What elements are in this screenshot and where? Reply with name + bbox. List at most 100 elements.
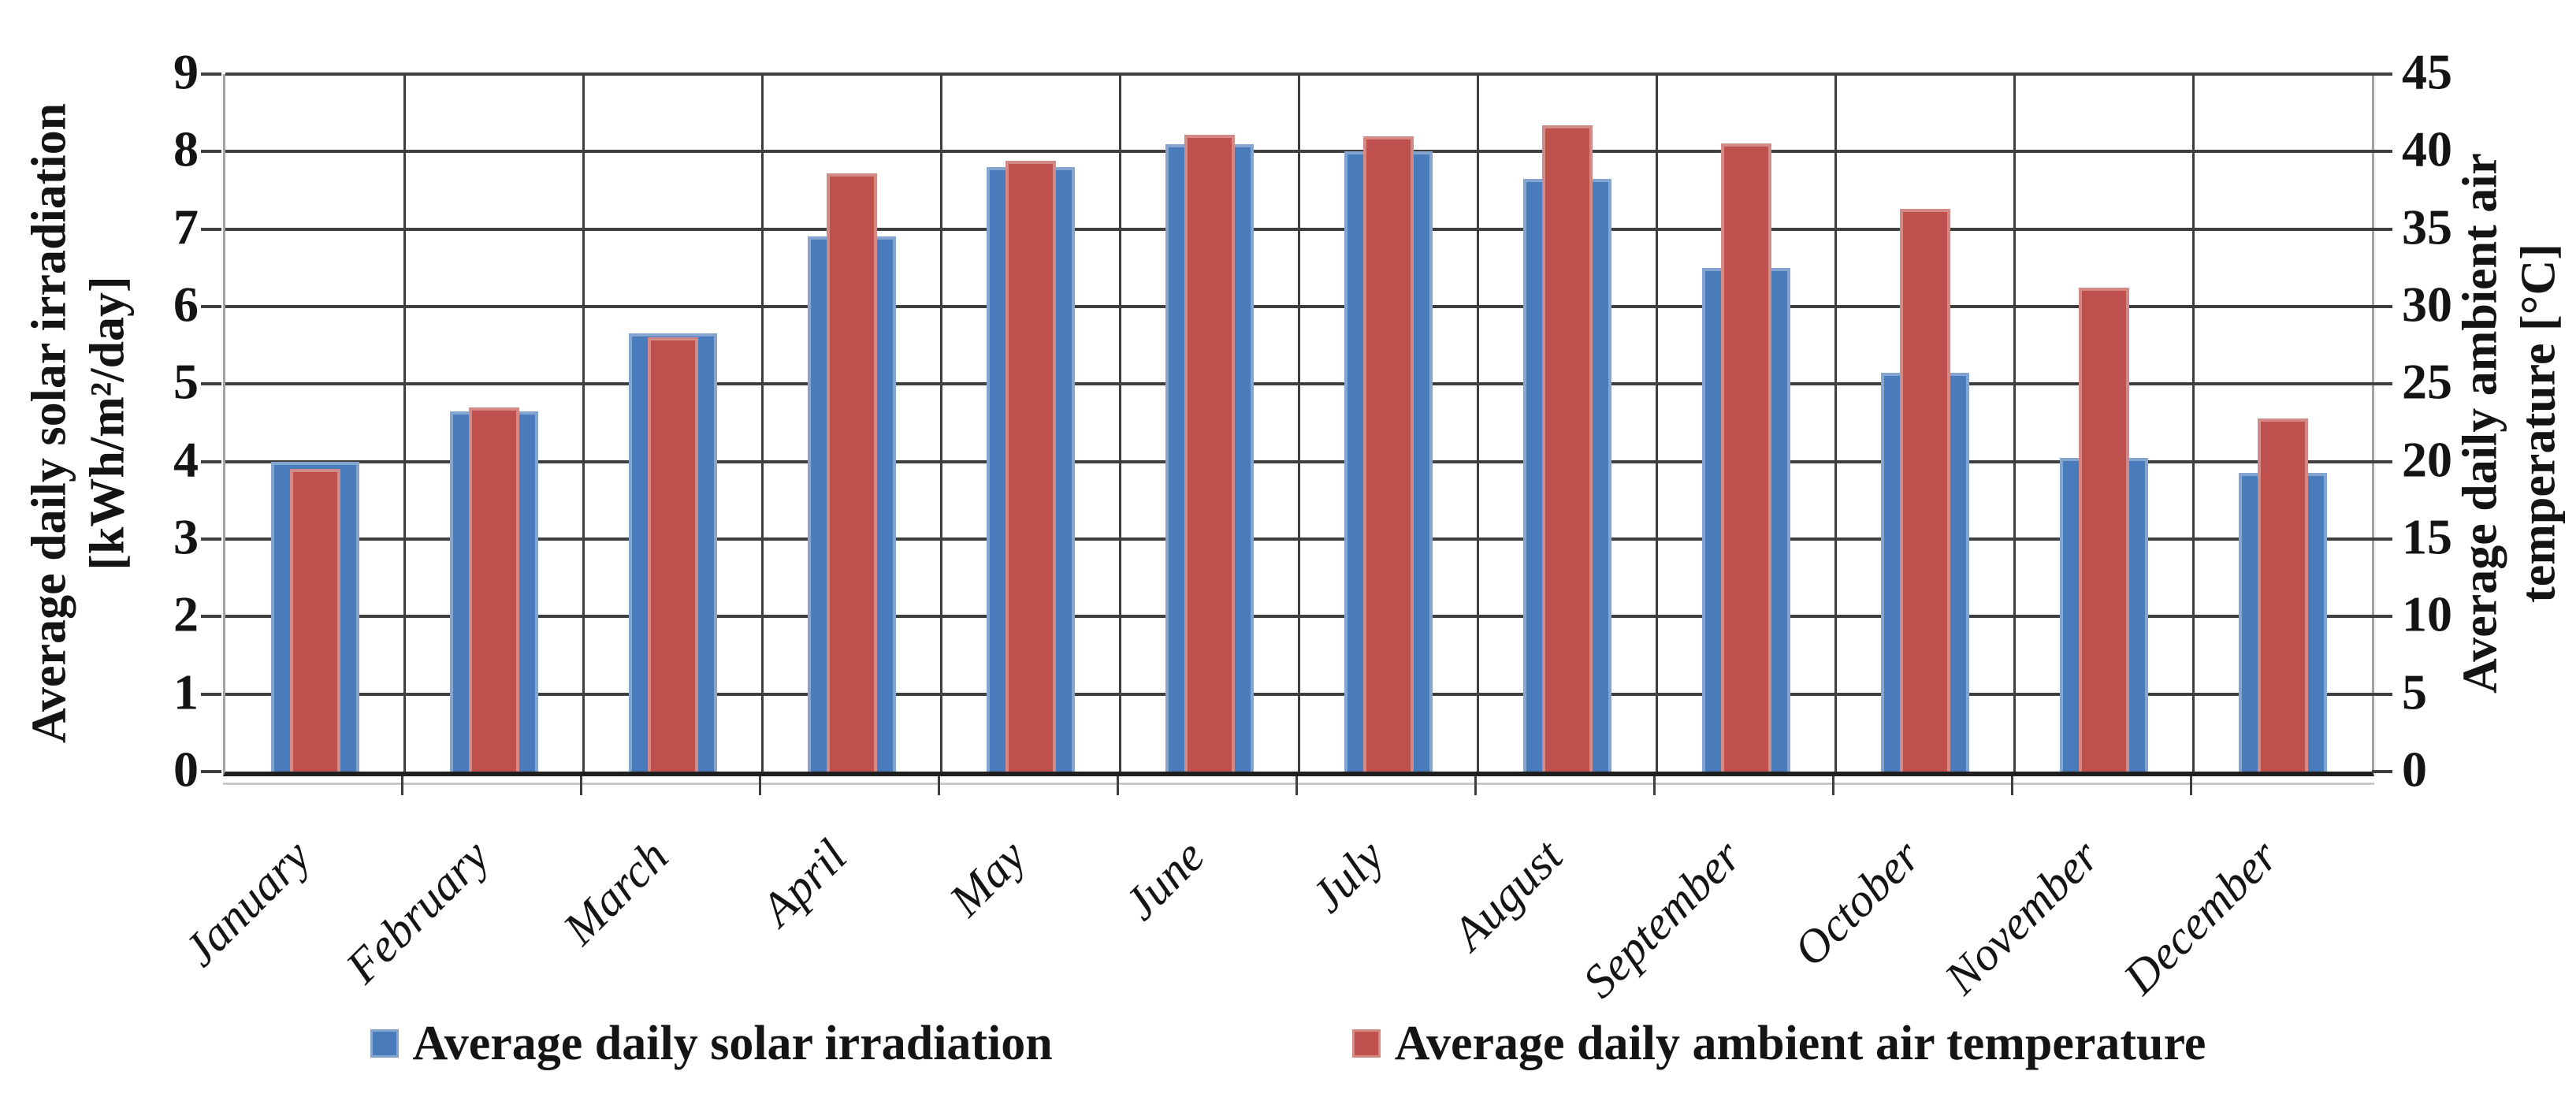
bar-temperature-december — [2257, 418, 2308, 772]
right-axis-tick — [2372, 459, 2392, 463]
right-axis-tick-label: 45 — [2402, 43, 2452, 100]
left-axis-tick — [201, 305, 221, 308]
bar-temperature-may — [1005, 161, 1056, 772]
right-axis-tick — [2372, 73, 2392, 76]
legend-label-solar: Average daily solar irradiation — [412, 1017, 1053, 1070]
x-axis-label-november: November — [1935, 829, 2109, 1004]
v-gridline — [1655, 74, 1658, 772]
right-axis-tick — [2372, 615, 2392, 619]
x-axis-label-august: August — [1442, 829, 1573, 960]
bar-temperature-july — [1362, 136, 1414, 772]
left-axis-tick-label: 5 — [173, 353, 199, 410]
v-gridline — [1834, 74, 1837, 772]
left-axis-tick-label: 8 — [173, 121, 199, 177]
right-axis-tick-label: 25 — [2402, 353, 2452, 410]
x-axis-label-december: December — [2113, 829, 2288, 1004]
v-gridline — [939, 74, 942, 772]
right-axis-title: Average daily ambient air temperature [°… — [2451, 0, 2569, 896]
x-axis-label-january: January — [173, 829, 321, 976]
left-axis-tick — [201, 382, 221, 386]
x-axis-label-september: September — [1573, 829, 1752, 1008]
x-axis-label-march: March — [552, 829, 678, 955]
x-axis-tick — [1652, 776, 1656, 795]
x-axis-tick — [2189, 776, 2192, 795]
x-axis-tick — [1295, 776, 1298, 795]
v-gridline — [1476, 74, 1479, 772]
left-axis-tick — [201, 227, 221, 231]
right-axis-tick — [2372, 305, 2392, 308]
right-axis-tick-label: 20 — [2402, 431, 2452, 488]
bar-temperature-february — [468, 407, 519, 772]
left-axis-title: Average daily solar irradiation [kWh/m²/… — [20, 0, 138, 896]
v-gridline — [2013, 74, 2016, 772]
right-axis-tick — [2372, 692, 2392, 696]
legend-item-solar: Average daily solar irradiation — [370, 1017, 1053, 1070]
left-axis-tick — [201, 615, 221, 619]
left-axis-tick-label: 6 — [173, 276, 199, 333]
x-axis-shadow — [223, 783, 2374, 785]
right-axis-tick-label: 15 — [2402, 508, 2452, 565]
right-axis-tick — [2372, 537, 2392, 541]
right-axis-tick — [2372, 770, 2392, 773]
legend-label-temperature: Average daily ambient air temperature — [1394, 1017, 2206, 1070]
left-axis-title-line2: [kWh/m²/day] — [81, 276, 135, 571]
right-axis-tick — [2372, 382, 2392, 386]
right-axis-tick-label: 35 — [2402, 199, 2452, 255]
bar-temperature-november — [2078, 288, 2129, 772]
left-axis-title-line1: Average daily solar irradiation — [22, 102, 76, 744]
x-axis-tick — [937, 776, 940, 795]
x-axis-tick — [758, 776, 761, 795]
v-gridline — [1118, 74, 1121, 772]
v-gridline — [760, 74, 764, 772]
x-axis-tick — [1116, 776, 1119, 795]
right-axis-tick-label: 40 — [2402, 121, 2452, 177]
v-gridline — [582, 74, 585, 772]
bar-temperature-august — [1541, 125, 1593, 772]
right-axis-tick — [2372, 150, 2392, 154]
left-axis-tick-label: 1 — [173, 664, 199, 720]
x-axis-label-april: April — [751, 829, 857, 935]
x-axis-tick — [579, 776, 582, 795]
right-axis-tick-label: 30 — [2402, 276, 2452, 333]
left-axis-tick — [201, 770, 221, 773]
legend-marker-temperature-icon — [1351, 1029, 1381, 1058]
x-axis-tick — [1831, 776, 1834, 795]
v-gridline — [1297, 74, 1300, 772]
right-axis-tick-label: 5 — [2402, 664, 2427, 720]
left-axis-tick-label: 7 — [173, 199, 199, 255]
x-axis-tick — [2010, 776, 2013, 795]
x-axis-label-june: June — [1114, 829, 1215, 930]
right-axis-tick — [2372, 227, 2392, 231]
x-axis-tick — [1474, 776, 1477, 795]
right-axis-tick-label: 0 — [2402, 741, 2427, 798]
legend: Average daily solar irradiation Average … — [0, 1017, 2576, 1070]
right-axis-title-line2: temperature [°C] — [2512, 244, 2566, 603]
right-axis-title-line1: Average daily ambient air — [2453, 153, 2507, 694]
x-axis-label-october: October — [1783, 829, 1931, 976]
left-axis-tick — [201, 692, 221, 696]
left-axis-tick — [201, 459, 221, 463]
bar-temperature-october — [1899, 209, 1950, 772]
left-axis-tick — [201, 150, 221, 154]
left-axis-tick-label: 9 — [173, 43, 199, 100]
x-axis-label-february: February — [336, 829, 500, 993]
left-axis-tick-label: 0 — [173, 741, 199, 798]
bar-temperature-april — [826, 173, 877, 772]
left-axis-tick — [201, 73, 221, 76]
left-axis-tick — [201, 537, 221, 541]
bar-temperature-june — [1184, 135, 1235, 772]
legend-item-temperature: Average daily ambient air temperature — [1351, 1017, 2206, 1070]
left-axis-tick-label: 2 — [173, 586, 199, 642]
left-axis-tick-label: 3 — [173, 508, 199, 565]
bar-temperature-march — [647, 337, 698, 772]
x-axis-label-may: May — [939, 829, 1036, 926]
bar-temperature-january — [289, 469, 340, 772]
bar-temperature-september — [1720, 143, 1771, 772]
right-axis-tick-label: 10 — [2402, 586, 2452, 642]
x-axis-label-july: July — [1300, 829, 1394, 923]
plot-area — [223, 73, 2374, 776]
v-gridline — [2191, 74, 2195, 772]
left-axis-tick-label: 4 — [173, 431, 199, 488]
x-axis-tick — [400, 776, 403, 795]
